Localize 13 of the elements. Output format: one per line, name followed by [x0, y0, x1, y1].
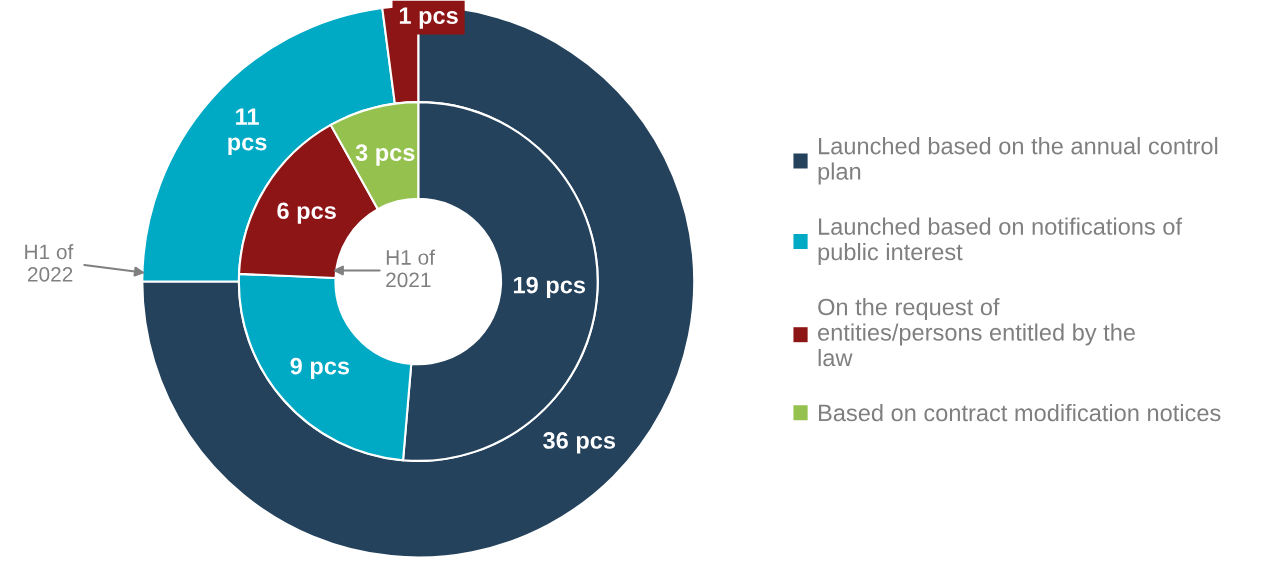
legend-label: Launched based on the annual control plan [818, 137, 1218, 185]
slice-label: H1 of 2021 [386, 249, 435, 288]
data-label: 1 pcs [399, 7, 458, 29]
data-label: 3 pcs [355, 144, 415, 166]
data-label: 36 pcs [543, 432, 616, 454]
legend-label: Based on contract modification notices [819, 403, 1221, 422]
slice-label: H1 of 2022 [25, 244, 74, 282]
legend-label: On the request of entities/persons entitled by the law [818, 298, 1135, 367]
data-label: 19 pcs [513, 276, 586, 299]
data-label: 6 pcs [277, 202, 336, 224]
data-label: 9 pcs [290, 357, 350, 380]
legend-label: Launched based on notifications of public interest [818, 217, 1183, 265]
data-label: 11 pcs [228, 108, 267, 156]
